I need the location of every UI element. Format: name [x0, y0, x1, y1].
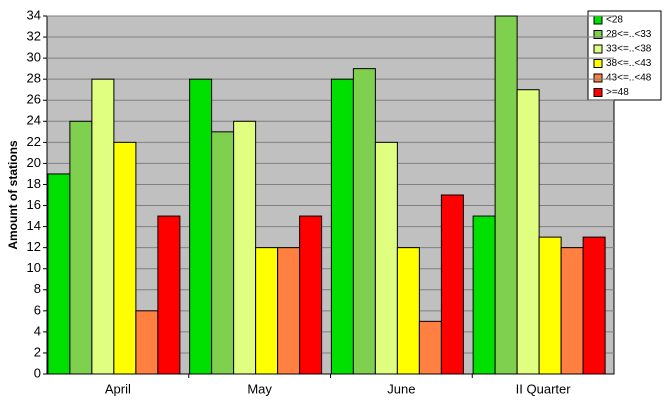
- y-tick-label: 4: [34, 323, 41, 338]
- bar: [440, 194, 464, 375]
- bar: [277, 247, 301, 375]
- bar: [299, 215, 323, 375]
- bar: [135, 310, 159, 375]
- bar: [47, 173, 71, 375]
- legend-swatch: [593, 59, 603, 68]
- y-tick-label: 24: [27, 113, 41, 128]
- y-tick-label: 0: [34, 365, 41, 380]
- bar: [211, 131, 235, 375]
- y-tick-label: 8: [34, 281, 41, 296]
- y-tick-label: 28: [27, 71, 41, 86]
- bar: [418, 320, 442, 375]
- bar: [560, 247, 584, 375]
- legend-label: 33<=..<38: [606, 44, 652, 55]
- legend-swatch: [593, 30, 603, 39]
- legend-label: 43<=..<48: [606, 73, 652, 84]
- y-tick-label: 20: [27, 155, 41, 170]
- y-tick-label: 26: [27, 92, 41, 107]
- bar: [494, 15, 518, 375]
- x-tick-label: June: [387, 381, 415, 396]
- bar: [352, 68, 376, 375]
- y-tick-label: 16: [27, 197, 41, 212]
- legend-label: 38<=..<43: [606, 58, 652, 69]
- legend-swatch: [593, 73, 603, 83]
- y-tick-label: 30: [27, 50, 41, 65]
- bar: [157, 215, 181, 375]
- bar: [374, 141, 398, 375]
- y-tick-label: 10: [27, 260, 41, 275]
- y-tick-label: 34: [27, 7, 41, 22]
- y-tick-label: 18: [27, 176, 41, 191]
- bar: [69, 120, 93, 375]
- y-tick-label: 2: [34, 344, 41, 359]
- x-tick-label: II Quarter: [516, 381, 572, 396]
- y-tick-label: 22: [27, 134, 41, 149]
- bar: [472, 215, 496, 375]
- x-tick-label: April: [105, 381, 131, 396]
- legend-label: <28: [606, 15, 623, 26]
- legend-swatch: [593, 44, 603, 54]
- bar: [538, 236, 562, 375]
- bar: [396, 247, 420, 375]
- bar: [516, 89, 540, 375]
- bar: [582, 236, 606, 375]
- legend-box: [587, 10, 662, 101]
- y-axis-label: Amount of stations: [6, 140, 20, 250]
- y-tick-label: 12: [27, 239, 41, 254]
- bar: [255, 247, 279, 375]
- y-tick-label: 6: [34, 302, 41, 317]
- bar: [91, 78, 115, 375]
- bar: [113, 141, 137, 375]
- y-tick-label: 32: [27, 28, 41, 43]
- y-tick-label: 14: [27, 218, 41, 233]
- bar: [330, 78, 354, 375]
- legend: <28 28<=..<33 33<=..<38 38<=..<43 43<=..<48 >…: [587, 10, 662, 101]
- bar: [233, 120, 257, 375]
- legend-swatch: [593, 88, 603, 97]
- x-tick-label: May: [247, 381, 272, 396]
- legend-swatch: [593, 15, 603, 25]
- legend-label: >=48: [606, 87, 629, 98]
- bar: [189, 78, 213, 375]
- legend-label: 28<=..<33: [606, 29, 652, 40]
